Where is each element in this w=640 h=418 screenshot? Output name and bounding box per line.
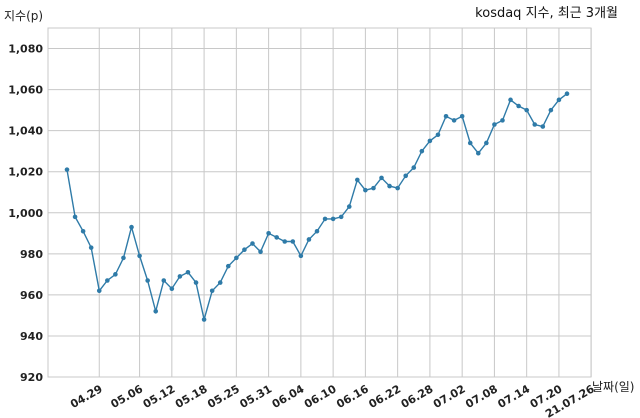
data-point bbox=[508, 97, 513, 103]
data-point bbox=[145, 278, 150, 283]
data-point bbox=[451, 118, 457, 123]
chart-title: kosdaq 지수, 최근 3개월 bbox=[475, 6, 618, 21]
data-point bbox=[266, 230, 271, 236]
x-tick-label: 06.10 bbox=[302, 382, 339, 411]
series-line bbox=[66, 93, 568, 320]
x-tick-label: 07.02 bbox=[431, 382, 468, 411]
data-point bbox=[371, 185, 376, 191]
data-point bbox=[363, 187, 368, 193]
data-point bbox=[282, 239, 288, 244]
y-tick-label: 1,000 bbox=[8, 207, 43, 220]
data-point bbox=[330, 216, 336, 222]
x-axis-ticks: 04.29 05.0605.1205.1805.2505.3106.0406.10… bbox=[68, 382, 597, 418]
x-tick-label: 04.29 bbox=[68, 382, 105, 411]
y-tick-label: 940 bbox=[20, 330, 43, 343]
data-point bbox=[234, 255, 239, 261]
data-point bbox=[459, 113, 465, 119]
data-point bbox=[185, 270, 191, 275]
data-point bbox=[193, 280, 199, 285]
data-point bbox=[427, 138, 433, 144]
data-point bbox=[225, 263, 231, 269]
data-point bbox=[346, 204, 352, 209]
data-point bbox=[540, 124, 546, 129]
data-point bbox=[161, 278, 167, 283]
data-point bbox=[250, 241, 255, 246]
x-tick-label: 05.06 bbox=[108, 382, 145, 411]
data-point bbox=[129, 224, 134, 230]
data-point bbox=[475, 150, 481, 156]
data-point bbox=[435, 132, 441, 138]
data-point bbox=[524, 107, 529, 113]
data-point bbox=[564, 91, 570, 96]
data-point bbox=[88, 245, 94, 250]
data-point bbox=[298, 253, 304, 259]
y-tick-label: 1,080 bbox=[8, 43, 43, 56]
data-point bbox=[395, 185, 400, 191]
x-tick-label: 07.08 bbox=[463, 382, 500, 411]
data-point bbox=[72, 214, 78, 220]
data-point bbox=[322, 216, 328, 222]
data-point bbox=[80, 228, 86, 234]
data-point bbox=[274, 235, 279, 240]
data-point bbox=[121, 255, 126, 261]
data-point bbox=[443, 113, 449, 119]
data-point bbox=[403, 173, 409, 179]
data-point bbox=[355, 177, 360, 183]
data-point bbox=[105, 278, 110, 283]
data-point bbox=[500, 118, 505, 123]
data-point bbox=[467, 140, 473, 146]
data-point bbox=[411, 165, 417, 170]
data-point bbox=[217, 280, 223, 285]
data-point bbox=[137, 253, 142, 259]
grid bbox=[47, 27, 592, 378]
x-tick-label: 06.28 bbox=[399, 382, 436, 411]
x-tick-label: 07.14 bbox=[496, 382, 533, 411]
data-point bbox=[209, 288, 215, 294]
data-point bbox=[556, 97, 562, 103]
data-point bbox=[306, 237, 312, 242]
x-tick-label: 05.25 bbox=[205, 382, 242, 411]
data-point bbox=[96, 288, 102, 294]
data-point bbox=[484, 140, 489, 146]
data-point bbox=[177, 274, 183, 279]
data-point bbox=[419, 148, 425, 154]
data-point bbox=[242, 247, 247, 253]
data-point bbox=[153, 309, 159, 314]
x-tick-label: 05.12 bbox=[141, 382, 178, 411]
data-point bbox=[492, 122, 497, 127]
data-point bbox=[548, 107, 554, 113]
data-point bbox=[379, 175, 384, 181]
x-tick-label: 06.04 bbox=[270, 382, 307, 411]
x-tick-label: 06.22 bbox=[367, 382, 404, 411]
data-point bbox=[169, 286, 175, 292]
x-tick-label: 05.18 bbox=[173, 382, 210, 411]
y-tick-label: 1,020 bbox=[8, 166, 43, 179]
data-point bbox=[516, 103, 521, 109]
y-axis-ticks: 920 940 960 980 1,000 1,020 1,040 1,060 1,080 bbox=[8, 43, 43, 384]
y-axis-label: 지수(p) bbox=[4, 9, 43, 23]
data-point bbox=[314, 228, 320, 234]
data-point bbox=[338, 214, 344, 220]
y-tick-label: 960 bbox=[20, 289, 43, 302]
x-axis-label: 날짜(일) bbox=[592, 380, 634, 394]
data-point bbox=[532, 122, 538, 127]
data-point bbox=[113, 272, 118, 277]
y-tick-label: 920 bbox=[20, 371, 43, 384]
data-point bbox=[290, 239, 296, 244]
y-tick-label: 1,040 bbox=[8, 125, 43, 138]
y-tick-label: 1,060 bbox=[8, 84, 43, 97]
y-tick-label: 980 bbox=[20, 248, 43, 261]
x-tick-label: 05.31 bbox=[237, 382, 274, 411]
data-point bbox=[258, 249, 263, 255]
series-kosdaq bbox=[64, 91, 570, 322]
data-point bbox=[387, 183, 392, 189]
x-tick-label: 06.16 bbox=[334, 382, 371, 411]
data-point bbox=[64, 167, 70, 172]
plot-frame bbox=[47, 27, 592, 378]
data-point bbox=[201, 317, 207, 322]
